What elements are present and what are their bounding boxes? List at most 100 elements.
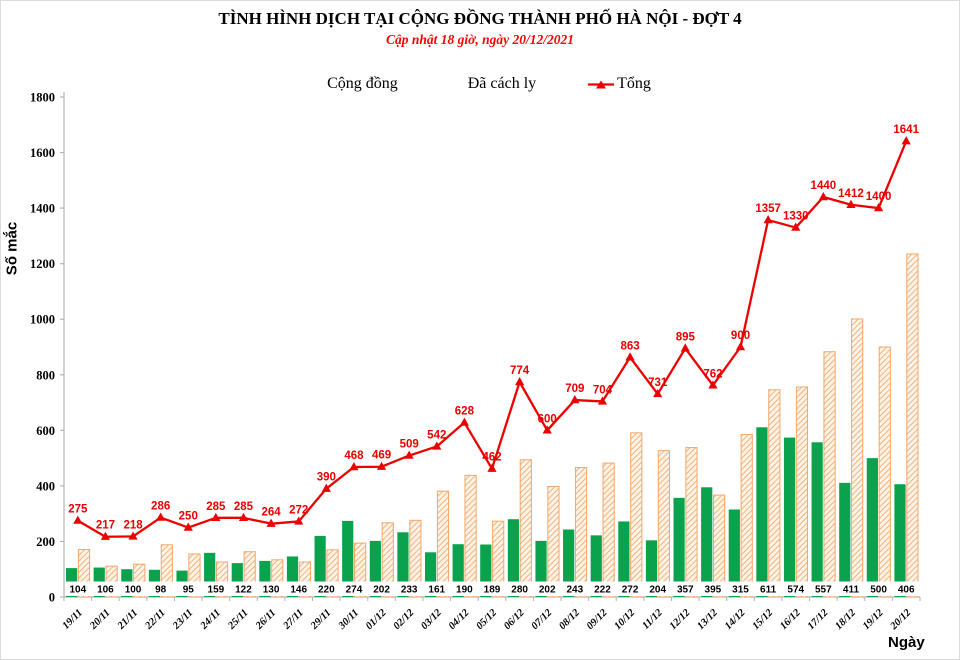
- total-value-label: 1440: [811, 180, 837, 192]
- legend-label-tong: Tổng: [617, 75, 651, 92]
- community-label-box: [230, 581, 257, 596]
- y-axis-title: Số mắc: [3, 221, 21, 276]
- bar-community: [728, 509, 740, 597]
- total-marker: [873, 203, 884, 212]
- bar-quarantine: [602, 462, 615, 598]
- bar-quarantine: [492, 520, 505, 598]
- bar-community: [701, 487, 713, 597]
- total-marker: [625, 352, 635, 361]
- community-label-box: [617, 581, 643, 596]
- total-value-label: 462: [482, 452, 501, 464]
- y-tick-label: 400: [36, 479, 55, 493]
- y-tick-label: 800: [36, 368, 55, 382]
- bar-quarantine: [381, 522, 394, 598]
- date-label: 16/12: [778, 607, 803, 632]
- bar-quarantine: [409, 519, 422, 598]
- date-label: 19/12: [861, 607, 886, 632]
- total-marker: [211, 512, 221, 522]
- bar-community: [783, 437, 796, 597]
- bar-quarantine: [547, 485, 560, 598]
- total-marker: [818, 192, 828, 201]
- community-value-label: 611: [760, 585, 777, 596]
- total-value-label: 469: [372, 450, 391, 462]
- date-label: 09/12: [585, 607, 610, 632]
- date-label: 23/11: [170, 607, 195, 632]
- total-value-label: 542: [427, 429, 446, 441]
- legend-label-cong-dong: Cộng đồng: [327, 75, 398, 92]
- bar-community: [369, 540, 381, 597]
- total-polyline: [77, 140, 908, 538]
- date-label: 13/12: [695, 607, 720, 632]
- date-label: 20/11: [88, 607, 113, 632]
- total-value-label: 762: [703, 368, 722, 380]
- date-label: 07/12: [530, 607, 555, 632]
- total-value-label: 264: [262, 507, 282, 519]
- community-value-label: 146: [290, 585, 307, 596]
- legend-item-tong: Tổng: [588, 75, 651, 93]
- y-tick-label: 1000: [30, 313, 55, 327]
- legend-item-cong-dong: Cộng đồng: [309, 75, 398, 93]
- community-value-label: 122: [235, 585, 252, 596]
- date-label: 21/11: [115, 607, 140, 632]
- bar-community: [894, 484, 906, 597]
- total-line-marker-icon: [588, 80, 615, 89]
- total-value-label: 272: [289, 504, 308, 516]
- total-value-label: 704: [593, 384, 613, 396]
- total-marker: [321, 483, 331, 492]
- community-label-box: [672, 581, 699, 596]
- community-label-box: [65, 581, 91, 596]
- community-value-label: 130: [263, 585, 280, 596]
- community-value-label: 395: [705, 585, 722, 596]
- community-label-box: [258, 581, 284, 596]
- community-value-label: 222: [594, 585, 611, 596]
- bar-community: [424, 552, 437, 597]
- community-label-box: [423, 581, 450, 596]
- bar-community: [673, 497, 685, 597]
- date-label: 10/12: [612, 607, 637, 632]
- community-value-label: 272: [622, 585, 639, 596]
- total-value-label: 286: [151, 501, 170, 513]
- community-label-box: [755, 581, 781, 596]
- total-value-label: 600: [538, 413, 557, 425]
- bar-quarantine: [519, 459, 532, 598]
- bar-quarantine: [354, 542, 367, 598]
- total-marker: [100, 531, 111, 540]
- community-value-label: 280: [511, 585, 528, 596]
- date-label: 20/12: [888, 607, 914, 633]
- community-label-box: [175, 581, 202, 596]
- community-label-box: [396, 581, 422, 596]
- community-value-label: 357: [677, 585, 694, 596]
- total-value-label: 731: [648, 377, 668, 389]
- total-line: [73, 136, 911, 540]
- date-label: 15/12: [751, 607, 776, 632]
- community-value-label: 557: [815, 585, 832, 596]
- y-tick-label: 0: [49, 591, 55, 605]
- total-marker: [183, 522, 193, 531]
- date-label: 02/12: [392, 607, 417, 632]
- community-label-box: [700, 581, 726, 596]
- bar-quarantine: [188, 553, 201, 598]
- bar-quarantine: [768, 389, 781, 598]
- bar-community: [452, 544, 464, 597]
- bar-quarantine: [160, 544, 173, 598]
- date-label: 05/12: [474, 607, 499, 632]
- bar-community: [563, 529, 575, 597]
- bar-community: [590, 535, 602, 597]
- bar-community: [839, 482, 851, 597]
- community-value-label: 190: [456, 585, 473, 596]
- community-value-label: 233: [401, 585, 418, 596]
- bar-quarantine: [740, 434, 753, 598]
- date-label: 03/12: [419, 607, 444, 632]
- community-label-box: [479, 581, 505, 596]
- community-value-label: 274: [346, 585, 363, 596]
- community-value-label: 104: [69, 585, 86, 596]
- bar-quarantine: [436, 490, 450, 598]
- x-axis-title: Ngày: [888, 634, 925, 651]
- total-marker: [376, 461, 387, 470]
- total-marker: [349, 462, 359, 471]
- bar-community: [507, 519, 520, 597]
- y-tick-label: 1600: [30, 146, 55, 160]
- bar-community: [342, 520, 354, 597]
- bar-community: [645, 540, 658, 597]
